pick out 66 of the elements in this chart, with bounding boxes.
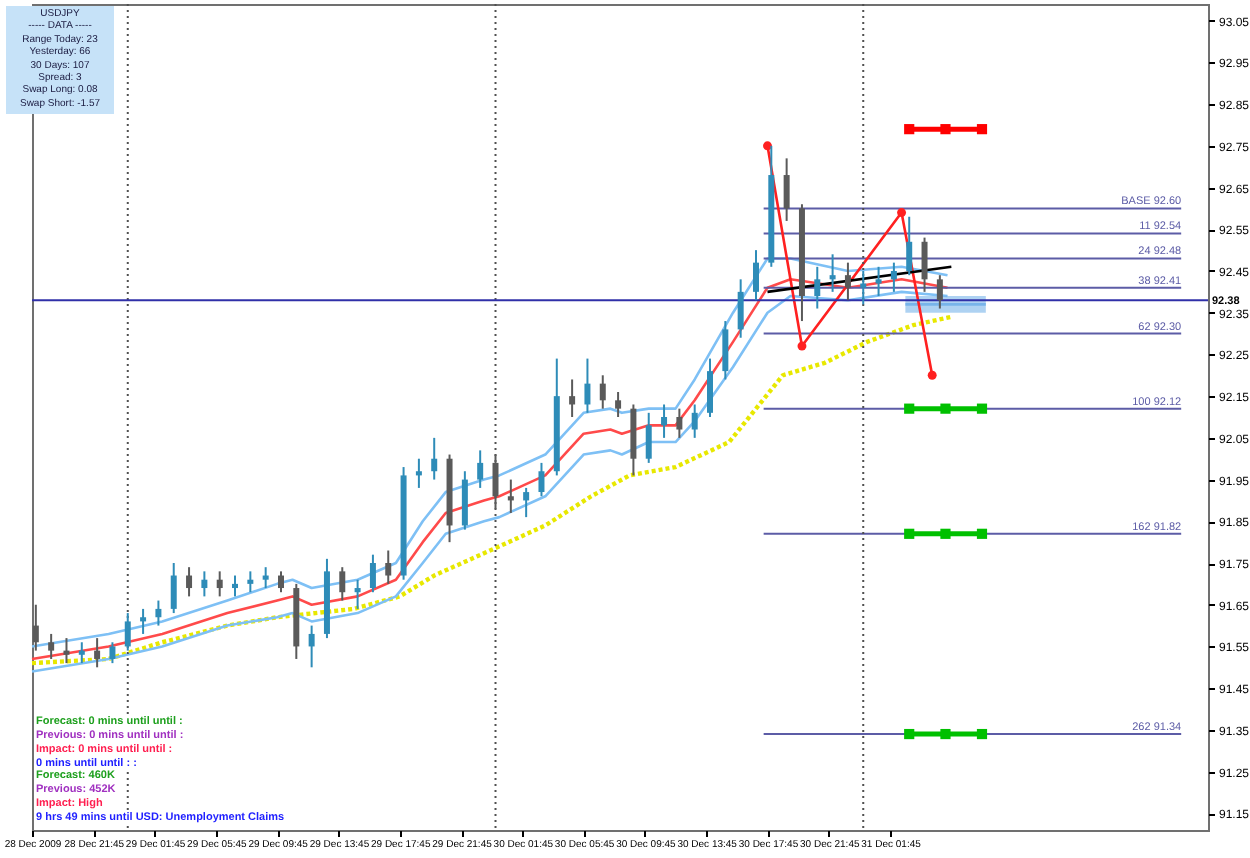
candlestick [78, 641, 85, 665]
candlestick [737, 278, 744, 339]
point [904, 403, 915, 414]
candlestick [186, 566, 193, 598]
candlestick [216, 570, 223, 598]
point [976, 124, 988, 135]
candlestick [308, 624, 315, 669]
candlestick [722, 320, 729, 381]
candlestick [691, 403, 698, 439]
candlestick [415, 457, 422, 489]
candlestick [232, 574, 239, 598]
candlestick [277, 570, 284, 594]
point [940, 124, 951, 135]
candlestick [247, 570, 254, 594]
candlestick [707, 357, 714, 418]
candlestick [385, 549, 392, 585]
point [976, 728, 988, 740]
candlestick [661, 403, 668, 439]
candlestick [584, 357, 591, 414]
point [904, 528, 915, 539]
candlestick [94, 637, 101, 669]
candlestick [523, 486, 530, 519]
point [927, 370, 937, 380]
candlestick [829, 253, 836, 293]
candlestick [507, 478, 514, 514]
candlestick [369, 553, 376, 594]
candlestick [63, 637, 70, 665]
candlestick [645, 411, 652, 464]
point [904, 124, 915, 135]
candlestick [814, 265, 821, 310]
point [904, 728, 915, 740]
candlestick [48, 632, 55, 660]
candlestick [906, 215, 913, 277]
candlestick [201, 570, 208, 598]
point [940, 528, 951, 539]
candlestick [477, 449, 484, 489]
candlestick [890, 261, 897, 293]
candlestick [109, 641, 116, 665]
candlestick [860, 269, 867, 306]
candlestick [461, 470, 468, 531]
point [976, 528, 988, 539]
candlestick [339, 566, 346, 602]
candlestick [752, 249, 759, 302]
point [940, 728, 951, 740]
point [797, 341, 807, 351]
candlestick [32, 603, 39, 652]
candlestick [262, 566, 269, 590]
point [897, 208, 907, 218]
candlestick [783, 157, 790, 222]
candlestick [921, 236, 928, 293]
candlestick [155, 599, 162, 627]
point [940, 403, 951, 414]
candlestick [569, 378, 576, 418]
candlestick [676, 407, 683, 439]
candlestick [599, 374, 606, 410]
candlestick [170, 562, 177, 615]
candlestick [615, 390, 622, 418]
candlestick [844, 261, 851, 302]
point [976, 403, 988, 414]
candlestick [538, 461, 545, 498]
candlestick [140, 607, 147, 635]
candlestick [124, 612, 131, 652]
candlestick [354, 578, 361, 610]
candlestick [431, 436, 438, 481]
candlestick [936, 274, 943, 310]
candlestick [875, 265, 882, 298]
